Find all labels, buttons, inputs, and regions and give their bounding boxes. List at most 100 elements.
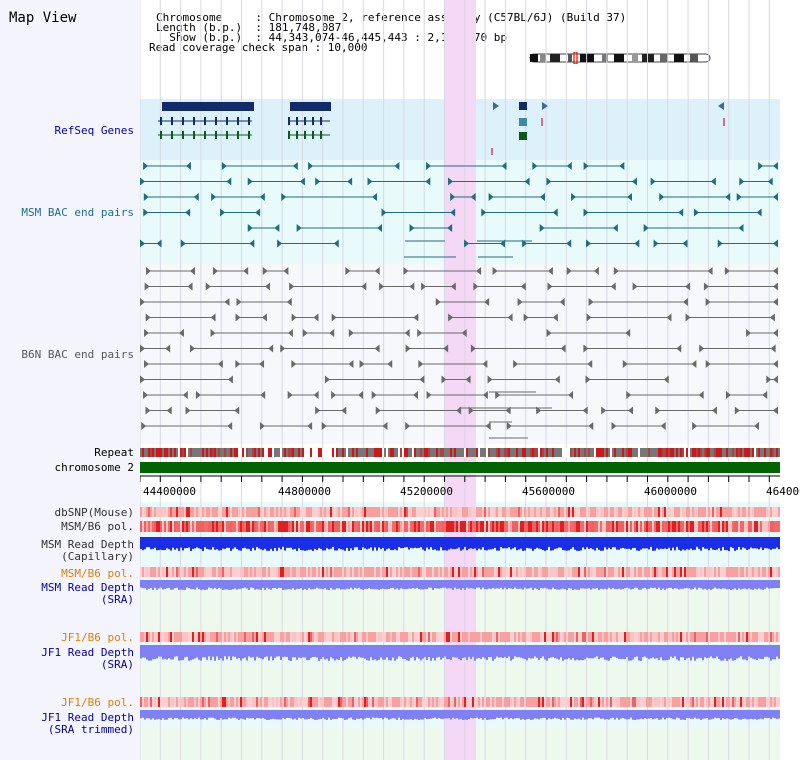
polymorphism-cell[interactable] (204, 507, 206, 517)
read-depth-bar[interactable] (702, 580, 704, 590)
read-depth-bar[interactable] (678, 580, 680, 590)
polymorphism-cell[interactable] (310, 521, 312, 532)
read-depth-bar[interactable] (386, 710, 388, 719)
polymorphism-cell[interactable] (300, 632, 302, 642)
polymorphism-cell[interactable] (526, 632, 528, 642)
repeat-segment[interactable] (430, 448, 432, 457)
polymorphism-cell[interactable] (504, 521, 506, 532)
polymorphism-cell[interactable] (778, 697, 780, 707)
read-depth-bar[interactable] (230, 537, 232, 551)
repeat-segment[interactable] (504, 448, 506, 457)
bac-end-marker[interactable] (482, 391, 488, 399)
read-depth-bar[interactable] (640, 537, 642, 550)
read-depth-bar[interactable] (284, 645, 286, 657)
repeat-segment[interactable] (456, 448, 458, 457)
polymorphism-cell[interactable] (304, 632, 306, 642)
polymorphism-cell[interactable] (254, 697, 256, 707)
repeat-segment[interactable] (686, 448, 688, 457)
repeat-segment[interactable] (692, 448, 694, 457)
read-depth-bar[interactable] (596, 645, 598, 657)
read-depth-bar[interactable] (250, 710, 252, 719)
read-depth-bar[interactable] (602, 645, 604, 658)
polymorphism-cell[interactable] (260, 507, 262, 517)
read-depth-bar[interactable] (158, 645, 160, 657)
polymorphism-cell[interactable] (478, 697, 480, 707)
polymorphism-cell[interactable] (232, 697, 234, 707)
read-depth-bar[interactable] (526, 580, 528, 589)
read-depth-bar[interactable] (628, 537, 630, 549)
polymorphism-cell[interactable] (620, 521, 622, 532)
read-depth-bar[interactable] (640, 645, 642, 661)
polymorphism-cell[interactable] (270, 507, 272, 517)
read-depth-bar[interactable] (416, 710, 418, 720)
repeat-segment[interactable] (648, 448, 650, 457)
read-depth-bar[interactable] (488, 537, 490, 550)
polymorphism-cell[interactable] (608, 632, 610, 642)
read-depth-bar[interactable] (776, 580, 778, 589)
polymorphism-cell[interactable] (638, 632, 640, 642)
polymorphism-cell[interactable] (368, 697, 370, 707)
read-depth-bar[interactable] (412, 645, 414, 657)
read-depth-bar[interactable] (762, 537, 764, 551)
polymorphism-cell[interactable] (396, 632, 398, 642)
read-depth-bar[interactable] (670, 710, 672, 719)
repeat-segment[interactable] (598, 448, 600, 457)
polymorphism-cell[interactable] (270, 567, 272, 577)
bac-end-marker[interactable] (523, 313, 529, 322)
read-depth-bar[interactable] (458, 710, 460, 720)
polymorphism-cell[interactable] (684, 567, 686, 577)
polymorphism-cell[interactable] (272, 521, 274, 532)
repeat-segment[interactable] (528, 448, 530, 457)
polymorphism-cell[interactable] (142, 567, 144, 577)
polymorphism-cell[interactable] (690, 632, 692, 642)
read-depth-bar[interactable] (432, 580, 434, 590)
polymorphism-cell[interactable] (426, 632, 428, 642)
polymorphism-cell[interactable] (428, 507, 430, 517)
polymorphism-cell[interactable] (412, 632, 414, 642)
polymorphism-cell[interactable] (752, 567, 754, 577)
polymorphism-cell[interactable] (140, 632, 142, 642)
polymorphism-cell[interactable] (646, 567, 648, 577)
read-depth-bar[interactable] (226, 537, 228, 548)
polymorphism-cell[interactable] (694, 632, 696, 642)
read-depth-bar[interactable] (622, 645, 624, 659)
read-depth-bar[interactable] (756, 580, 758, 590)
polymorphism-cell[interactable] (538, 567, 540, 577)
read-depth-bar[interactable] (554, 537, 556, 549)
read-depth-bar[interactable] (590, 645, 592, 659)
polymorphism-cell[interactable] (214, 521, 216, 532)
polymorphism-cell[interactable] (398, 521, 400, 532)
polymorphism-cell[interactable] (342, 521, 344, 532)
read-depth-bar[interactable] (252, 580, 254, 588)
read-depth-bar[interactable] (628, 645, 630, 661)
read-depth-bar[interactable] (496, 710, 498, 718)
polymorphism-cell[interactable] (774, 567, 776, 577)
polymorphism-cell[interactable] (336, 507, 338, 517)
polymorphism-cell[interactable] (340, 507, 342, 517)
read-depth-bar[interactable] (260, 710, 262, 719)
read-depth-bar[interactable] (498, 710, 500, 718)
polymorphism-cell[interactable] (300, 507, 302, 517)
polymorphism-cell[interactable] (464, 567, 466, 577)
polymorphism-cell[interactable] (264, 632, 266, 642)
polymorphism-cell[interactable] (754, 521, 756, 532)
polymorphism-cell[interactable] (766, 567, 768, 577)
polymorphism-cell[interactable] (682, 521, 684, 532)
read-depth-bar[interactable] (182, 645, 184, 660)
polymorphism-cell[interactable] (256, 567, 258, 577)
polymorphism-cell[interactable] (686, 632, 688, 642)
read-depth-bar[interactable] (486, 537, 488, 551)
read-depth-bar[interactable] (692, 580, 694, 589)
polymorphism-cell[interactable] (736, 697, 738, 707)
polymorphism-cell[interactable] (646, 521, 648, 532)
polymorphism-cell[interactable] (560, 521, 562, 532)
read-depth-bar[interactable] (170, 580, 172, 590)
polymorphism-cell[interactable] (728, 697, 730, 707)
read-depth-bar[interactable] (520, 580, 522, 589)
repeat-segment[interactable] (518, 448, 520, 457)
read-depth-bar[interactable] (738, 537, 740, 548)
polymorphism-cell[interactable] (678, 507, 680, 517)
polymorphism-cell[interactable] (326, 632, 328, 642)
read-depth-bar[interactable] (544, 537, 546, 551)
polymorphism-cell[interactable] (156, 567, 158, 577)
